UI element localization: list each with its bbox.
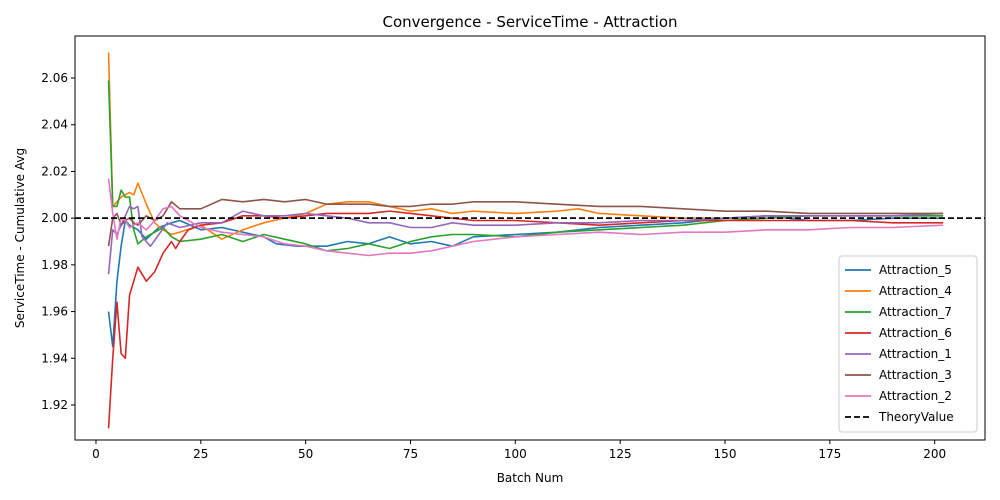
legend-label: Attraction_6 bbox=[879, 326, 952, 340]
x-tick-label: 150 bbox=[714, 447, 737, 461]
x-tick-label: 25 bbox=[193, 447, 208, 461]
y-tick-label: 2.00 bbox=[41, 211, 68, 225]
legend: Attraction_5 Attraction_4 Attraction_7 Attr… bbox=[838, 255, 978, 433]
legend-label: Attraction_3 bbox=[879, 368, 952, 382]
x-tick-label: 50 bbox=[298, 447, 313, 461]
series-line-attraction-5 bbox=[107, 215, 944, 348]
chart-title: Convergence - ServiceTime - Attraction bbox=[382, 13, 677, 31]
series-line-attraction-7 bbox=[107, 80, 944, 252]
x-axis-title: Batch Num bbox=[497, 471, 564, 485]
series-line-attraction-6 bbox=[107, 210, 944, 429]
y-tick-label: 1.98 bbox=[41, 258, 68, 272]
axes-frame bbox=[74, 35, 986, 441]
x-axis-ticks: 0 25 50 75 100 125 150 175 200 bbox=[92, 440, 946, 461]
legend-label: Attraction_7 bbox=[879, 305, 952, 319]
y-tick-label: 1.92 bbox=[41, 398, 68, 412]
x-tick-label: 200 bbox=[923, 447, 946, 461]
x-tick-label: 175 bbox=[818, 447, 841, 461]
y-tick-label: 1.96 bbox=[41, 305, 68, 319]
y-axis-ticks: 1.92 1.94 1.96 1.98 2.00 2.02 2.04 2.06 bbox=[41, 71, 75, 412]
x-tick-label: 75 bbox=[403, 447, 418, 461]
legend-label: Attraction_4 bbox=[879, 284, 952, 298]
legend-label: Attraction_2 bbox=[879, 389, 952, 403]
legend-label: Attraction_5 bbox=[879, 263, 952, 277]
x-tick-label: 100 bbox=[504, 447, 527, 461]
y-axis-title: ServiceTime - Cumulative Avg bbox=[13, 148, 27, 328]
legend-label: TheoryValue bbox=[878, 410, 954, 424]
series-line-attraction-3 bbox=[107, 198, 944, 247]
series-line-attraction-1 bbox=[107, 205, 944, 275]
x-tick-label: 125 bbox=[609, 447, 632, 461]
series-line-attraction-2 bbox=[107, 178, 944, 257]
y-tick-label: 2.06 bbox=[41, 71, 68, 85]
plot-area bbox=[75, 52, 985, 429]
y-tick-label: 2.04 bbox=[41, 118, 68, 132]
legend-label: Attraction_1 bbox=[879, 347, 952, 361]
y-tick-label: 2.02 bbox=[41, 164, 68, 178]
x-tick-label: 0 bbox=[92, 447, 100, 461]
series-line-attraction-4 bbox=[107, 52, 944, 240]
y-tick-label: 1.94 bbox=[41, 351, 68, 365]
legend-box bbox=[838, 255, 978, 433]
